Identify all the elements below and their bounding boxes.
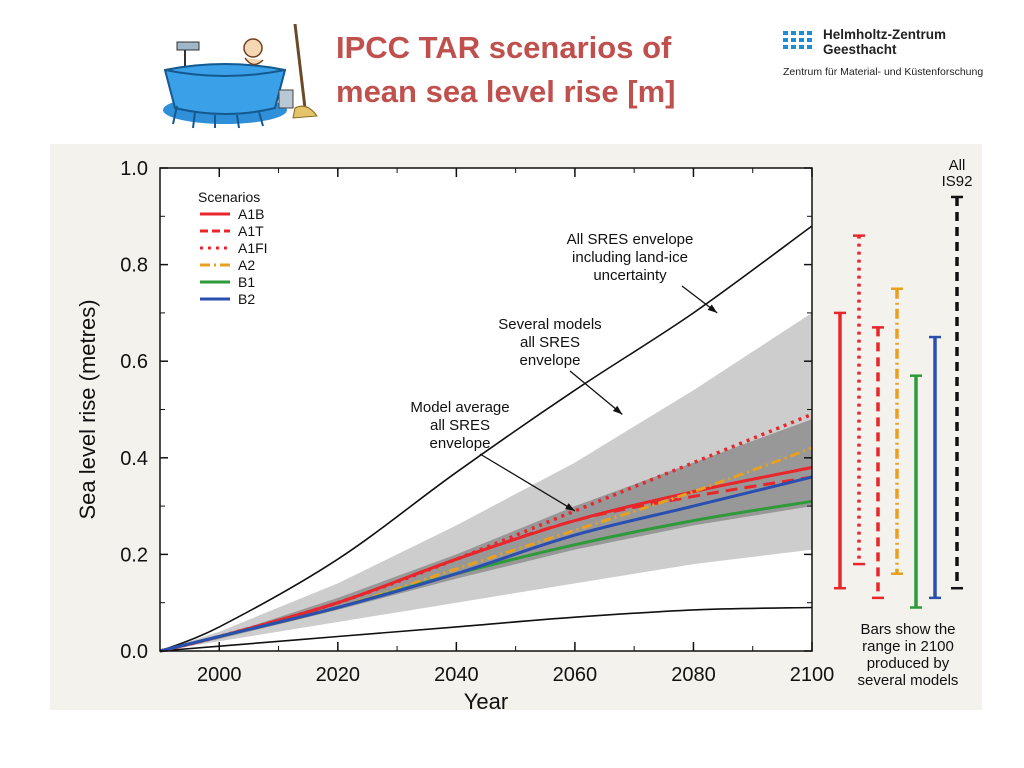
logo-dot: [799, 45, 804, 49]
x-tick-label: 2040: [434, 664, 479, 686]
legend-label-a1b: A1B: [238, 206, 264, 222]
legend-label-b2: B2: [238, 291, 255, 307]
x-tick-label: 2020: [316, 664, 361, 686]
land-ice-envelope-lower: [159, 606, 813, 652]
annotation-line: all SRES: [430, 417, 490, 434]
annotation-line: uncertainty: [593, 267, 667, 284]
logo-dot: [783, 38, 788, 42]
logo-dot: [783, 31, 788, 35]
land-ice-envelope-upper: [159, 225, 813, 652]
y-tick-label: 0.2: [120, 544, 148, 566]
bars-note-line: range in 2100: [862, 638, 954, 655]
annotation-arrow: [479, 453, 576, 512]
legend-label-a1t: A1T: [238, 223, 264, 239]
annotation-line: envelope: [430, 435, 491, 452]
series-line-b2: [159, 475, 813, 653]
bars-note-line: Bars show the: [860, 621, 955, 638]
x-axis-title: Year: [464, 689, 508, 710]
annotation-line: including land-ice: [572, 249, 688, 266]
legend-label-a1fi: A1FI: [238, 240, 268, 256]
x-tick-label: 2060: [553, 664, 598, 686]
logo-name-line-1: Helmholtz-Zentrum: [823, 27, 946, 42]
logo-subtitle: Zentrum für Material- und Küstenforschun…: [783, 66, 984, 78]
logo-dot: [799, 38, 804, 42]
logo-dot: [791, 31, 796, 35]
logo-dot: [799, 31, 804, 35]
annotation-line: all SRES: [520, 334, 580, 351]
bathtub-clipart: [163, 23, 318, 129]
annotation-line: Model average: [410, 399, 509, 416]
annotation-line: All SRES envelope: [567, 231, 694, 248]
x-tick-label: 2080: [671, 664, 716, 686]
annotation-arrowhead: [612, 405, 623, 415]
hzg-logo: Helmholtz-Zentrum Geesthacht Zentrum für…: [783, 27, 993, 87]
envelope-band-1: [160, 312, 812, 651]
logo-dot: [791, 38, 796, 42]
logo-dot: [783, 45, 788, 49]
slide-title-line-1: IPCC TAR scenarios of: [336, 30, 672, 65]
x-tick-label: 2100: [790, 664, 835, 686]
legend-label-a2: A2: [238, 257, 255, 273]
is92-label: All: [949, 157, 966, 174]
chart-panel: 0.0 0.2 0.4 0.6 0.8 1.0 2000 2020 2040 2060 2080 21…: [50, 144, 982, 710]
legend-label-b1: B1: [238, 274, 255, 290]
annotation-arrowhead: [565, 503, 575, 511]
logo-dot: [807, 31, 812, 35]
legend-title: Scenarios: [198, 189, 260, 205]
bars-note-line: several models: [858, 672, 959, 689]
slide-title: IPCC TAR scenarios of mean sea level ris…: [336, 26, 756, 114]
logo-name: Helmholtz-Zentrum Geesthacht: [823, 27, 946, 57]
logo-name-line-2: Geesthacht: [823, 42, 897, 57]
x-tick-label: 2000: [197, 664, 242, 686]
is92-label: IS92: [942, 173, 973, 190]
logo-dot: [807, 38, 812, 42]
y-tick-label: 0.4: [120, 448, 148, 470]
bars-note-line: produced by: [867, 655, 950, 672]
y-tick-label: 0.0: [120, 641, 148, 663]
slide-title-line-2: mean sea level rise [m]: [336, 74, 676, 109]
sea-level-chart: 0.0 0.2 0.4 0.6 0.8 1.0 2000 2020 2040 2060 2080 21…: [75, 157, 973, 710]
logo-dot-grid-icon: [783, 31, 812, 49]
annotation-line: Several models: [498, 316, 601, 333]
logo-dot: [807, 45, 812, 49]
y-tick-label: 1.0: [120, 158, 148, 180]
y-tick-label: 0.8: [120, 255, 148, 277]
annotation-arrow: [569, 370, 623, 415]
y-axis-title: Sea level rise (metres): [75, 299, 100, 519]
annotation-arrowhead: [707, 304, 718, 313]
y-tick-label: 0.6: [120, 351, 148, 373]
logo-dot: [791, 45, 796, 49]
annotation-line: envelope: [520, 352, 581, 369]
